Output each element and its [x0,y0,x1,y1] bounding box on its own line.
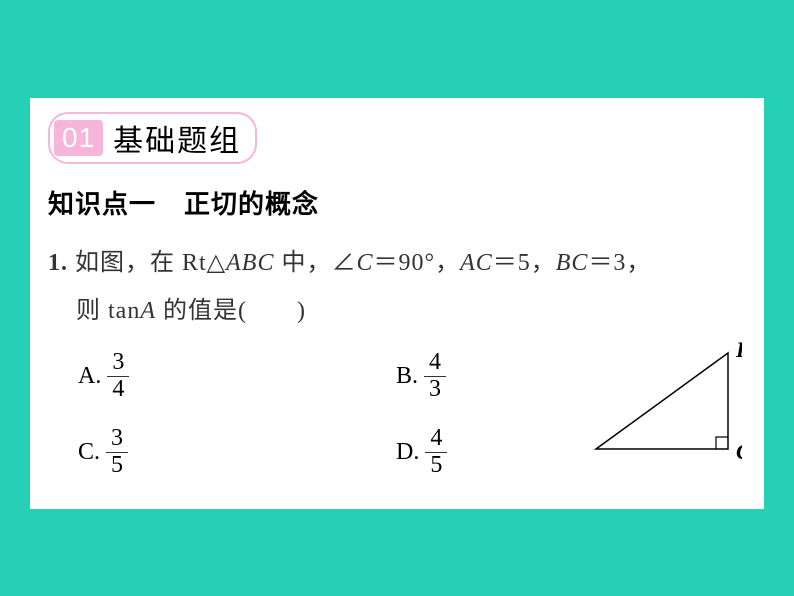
section-badge: 01 [54,120,103,156]
choice-A-num: 3 [107,350,129,376]
svg-text:C: C [736,439,742,464]
kp-title: 正切的概念 [184,189,319,219]
choice-C-label: C. [78,439,100,466]
q-C: C [356,250,373,276]
choice-B-den: 3 [424,377,446,402]
svg-text:B: B [735,341,742,362]
q-number: 1. [48,250,68,276]
q-AC: AC [460,250,493,276]
choice-D-den: 5 [425,453,447,478]
q-line2-post: 的值是( ) [156,298,306,324]
q-BC: BC [556,250,589,276]
choice-B-num: 4 [424,350,446,376]
q-text4: ＝5， [493,250,556,276]
q-text1: 如图，在 Rt△ [75,250,226,276]
question-block: 1. 如图，在 Rt△ABC 中，∠C＝90°，AC＝5，BC＝3， 则 tan… [48,239,746,479]
choice-D: D. 4 5 [396,425,596,479]
choice-D-num: 4 [425,426,447,452]
q-text2: 中，∠ [274,250,356,276]
choice-B-label: B. [396,363,418,390]
choice-C-num: 3 [106,426,128,452]
kp-label: 知识点一 [48,189,156,219]
q-text3: ＝90°， [373,250,460,276]
q-abc: ABC [226,250,274,276]
choice-C-frac: 3 5 [106,426,128,477]
triangle-svg: ABC [592,341,742,471]
choice-C-den: 5 [106,453,128,478]
triangle-figure: ABC [592,341,742,471]
choice-A-den: 4 [107,377,129,402]
choice-B-frac: 4 3 [424,350,446,401]
question-text: 1. 如图，在 Rt△ABC 中，∠C＝90°，AC＝5，BC＝3， 则 tan… [48,239,746,335]
choice-A: A. 3 4 [48,349,388,403]
choice-C: C. 3 5 [48,425,388,479]
q-text5: ＝3， [588,250,651,276]
q-line2-A: A [140,298,156,324]
choice-A-frac: 3 4 [107,350,129,401]
choice-B: B. 4 3 [396,349,596,403]
section-header: 01 基础题组 [48,112,257,164]
knowledge-point: 知识点一正切的概念 [48,184,746,221]
q-line2-pre: 则 tan [76,298,140,324]
choice-D-frac: 4 5 [425,426,447,477]
content-card: 01 基础题组 知识点一正切的概念 1. 如图，在 Rt△ABC 中，∠C＝90… [30,98,764,509]
choice-D-label: D. [396,439,419,466]
section-title: 基础题组 [113,116,241,160]
choice-A-label: A. [78,363,101,390]
